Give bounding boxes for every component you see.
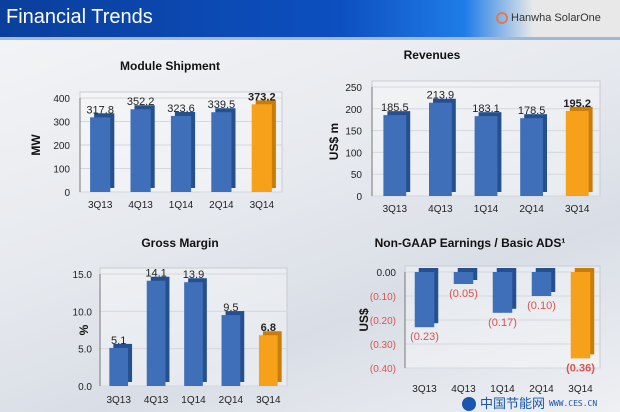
data-label: 195.2 [563, 98, 591, 110]
x-tick-label: 3Q14 [565, 204, 590, 215]
y-tick-label: 300 [53, 118, 70, 129]
x-tick-label: 2Q14 [519, 204, 544, 215]
y-tick-label: 200 [345, 105, 362, 116]
data-label: 13.9 [183, 269, 204, 281]
bar [146, 280, 166, 386]
x-tick-label: 3Q14 [568, 384, 593, 395]
company-logo: Hanwha SolarOne [496, 12, 601, 24]
data-label: (0.05) [449, 288, 478, 300]
bar [453, 272, 474, 284]
chart-title: Non-GAAP Earnings / Basic ADS¹ [375, 236, 566, 250]
bar [429, 102, 452, 196]
data-label: 213.9 [427, 90, 455, 102]
x-tick-label: 3Q13 [383, 204, 408, 215]
bar [520, 118, 543, 196]
y-tick-label: 200 [53, 141, 70, 152]
chart-title: Module Shipment [120, 59, 220, 73]
bar [492, 272, 513, 313]
watermark-text: 中国节能网 [480, 395, 546, 411]
y-tick-label: (0.40) [370, 364, 396, 375]
y-tick-label: 10.0 [73, 307, 93, 318]
chart-title: Revenues [404, 48, 461, 62]
header-bar: Financial Trends Hanwha SolarOne [0, 0, 620, 37]
y-axis-label: MW [29, 134, 43, 156]
data-label: 6.8 [261, 322, 276, 334]
bar [130, 109, 151, 192]
logo-text: Hanwha SolarOne [511, 12, 601, 24]
y-tick-label: 0 [64, 188, 70, 199]
x-tick-label: 4Q13 [128, 200, 153, 211]
data-label: 183.1 [472, 103, 500, 115]
data-label: 178.5 [518, 105, 546, 117]
bar [170, 115, 192, 192]
x-tick-label: 3Q14 [256, 395, 281, 406]
x-tick-label: 4Q13 [451, 384, 476, 395]
watermark-icon [462, 396, 476, 411]
bar [474, 116, 498, 196]
y-tick-label: (0.10) [370, 292, 396, 303]
bar [184, 282, 203, 386]
y-tick-label: 0.0 [78, 382, 92, 393]
x-tick-label: 1Q14 [474, 204, 499, 215]
bar [109, 347, 129, 386]
x-tick-label: 1Q14 [181, 395, 206, 406]
y-tick-label: 50 [351, 170, 363, 181]
data-label: 339.5 [208, 99, 236, 111]
y-tick-label: 5.0 [78, 345, 92, 356]
bar [90, 117, 111, 192]
x-tick-label: 4Q13 [428, 204, 453, 215]
y-tick-label: 0.00 [377, 268, 397, 279]
data-label: 5.1 [111, 335, 126, 347]
data-label: (0.36) [566, 362, 595, 374]
bar [251, 104, 272, 192]
x-tick-label: 2Q14 [209, 200, 234, 211]
x-tick-label: 3Q14 [250, 200, 275, 211]
y-tick-label: 0 [356, 192, 362, 203]
y-tick-label: (0.20) [370, 316, 396, 327]
bar [565, 110, 589, 196]
data-label: 352.2 [127, 96, 155, 108]
data-label: 373.2 [248, 91, 276, 103]
y-axis-label: % [77, 324, 91, 335]
x-tick-label: 2Q14 [219, 395, 244, 406]
data-label: (0.17) [488, 317, 517, 329]
y-tick-label: 400 [53, 94, 70, 105]
y-axis-label: US$ [357, 308, 371, 332]
data-label: 14.1 [145, 268, 166, 280]
x-tick-label: 3Q13 [88, 200, 113, 211]
data-label: 317.8 [86, 104, 114, 116]
y-tick-label: (0.30) [370, 340, 396, 351]
bar [221, 315, 241, 386]
x-tick-label: 1Q14 [169, 200, 194, 211]
data-label: 185.5 [381, 102, 409, 114]
y-tick-label: 100 [345, 148, 362, 159]
bar [383, 115, 407, 196]
data-label: (0.10) [527, 300, 556, 312]
y-tick-label: 15.0 [73, 270, 93, 281]
chart-title: Gross Margin [141, 236, 218, 250]
y-axis-label: US$ m [327, 123, 341, 160]
logo-icon [496, 12, 508, 24]
bar [258, 335, 278, 386]
data-label: 9.5 [223, 302, 238, 314]
bar [414, 272, 435, 328]
x-tick-label: 3Q13 [106, 395, 131, 406]
y-tick-label: 100 [53, 165, 70, 176]
data-label: 323.6 [167, 103, 195, 115]
x-tick-label: 1Q14 [490, 384, 515, 395]
page-title: Financial Trends [6, 6, 153, 28]
watermark-url: WWW.CES.CN [549, 398, 598, 408]
x-tick-label: 2Q14 [529, 384, 554, 395]
bar [570, 272, 591, 359]
bar [531, 272, 552, 296]
x-tick-label: 3Q13 [412, 384, 437, 395]
data-label: (0.23) [410, 331, 439, 343]
y-tick-label: 150 [345, 127, 362, 138]
watermark: 中国节能网 WWW.CES.CN [462, 396, 597, 411]
x-tick-label: 4Q13 [144, 395, 169, 406]
bar [211, 112, 232, 192]
header-divider [0, 37, 620, 40]
y-tick-label: 250 [345, 83, 362, 94]
